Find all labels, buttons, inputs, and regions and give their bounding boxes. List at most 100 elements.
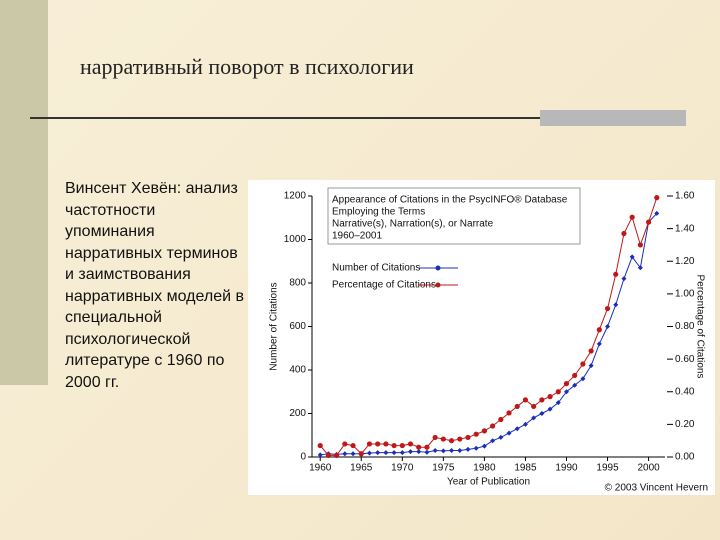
point [637,265,643,271]
credit: © 2003 Vincent Hevern [605,483,708,494]
point [514,403,520,410]
point [539,397,545,403]
point [399,450,405,456]
point [588,348,594,354]
side-bar [0,0,48,385]
legend-marker [435,265,441,271]
point [645,219,652,225]
point [522,397,529,403]
point [457,436,463,442]
point [440,436,446,442]
legend-label: Number of Citations [332,263,420,274]
y-tick-label: 800 [289,278,306,289]
point [424,449,430,455]
point [375,450,381,456]
point [465,446,471,452]
point [539,411,545,416]
y2-tick-label: 0.40 [675,386,695,397]
accent-block [540,110,686,126]
y2-tick-label: 0.60 [675,354,695,365]
legend-marker [435,282,441,288]
y2-axis-label: Percentage of Citations [694,275,705,379]
point [506,430,512,436]
point [366,450,372,456]
point [432,434,438,441]
point [342,451,348,457]
point [383,450,389,456]
x-tick-label: 1990 [555,463,578,474]
point [580,376,586,382]
point [424,444,430,450]
point [555,389,561,395]
point [416,449,422,455]
point [654,195,660,201]
chart-title: Appearance of Citations in the PsycINFO®… [332,195,568,206]
chart-title: 1960–2001 [332,231,382,242]
point [391,450,397,456]
y-tick-label: 1000 [284,234,307,245]
point [391,442,397,449]
point [596,327,602,333]
x-tick-label: 1965 [350,463,373,474]
x-tick-label: 1975 [432,463,455,474]
point [350,451,356,457]
point [408,449,414,455]
point [490,438,496,444]
point [473,445,479,451]
point [375,441,381,447]
y-tick-label: 0 [300,452,306,463]
title-box [327,187,581,245]
point [481,428,487,434]
point [522,421,528,427]
point [514,426,520,432]
y-tick-label: 1200 [284,191,307,202]
point [621,230,627,237]
y2-tick-label: 1.60 [675,191,695,202]
point [613,302,619,308]
y2-tick-label: 1.40 [675,223,695,234]
point [531,415,537,421]
chart: 0 200 400 600 800 1000 1200 0.00 0.20 0.40 0.60 0.8… [248,180,715,495]
slide-text: Винсент Хевён: анализ частотности упомин… [65,180,244,391]
point [383,441,389,447]
y2-tick-label: 0.20 [675,419,695,430]
point [317,452,323,458]
point [563,389,569,395]
point [407,441,414,447]
point [621,276,627,282]
x-tick-label: 1970 [391,463,414,474]
point [588,363,594,369]
point [547,406,553,412]
point [366,441,373,447]
point [629,254,635,260]
point [572,382,578,388]
point [498,434,504,440]
x-tick-label: 2000 [637,463,660,474]
point [416,444,422,450]
chart-title: Narrative(s), Narration(s), or Narrate [332,219,494,230]
y2-tick-label: 0.80 [675,321,695,332]
point [457,447,463,453]
point [637,242,643,248]
y2-tick-label: 1.00 [675,289,695,300]
point [342,441,348,447]
point [629,214,635,220]
slide-title: нарративный поворот в психологии [80,54,414,79]
point [449,447,455,453]
point [613,271,619,277]
x-tick-label: 1985 [514,463,537,474]
x-tick-label: 1995 [596,463,619,474]
x-axis-label: Year of Publication [447,477,530,488]
point [596,341,602,347]
y-axis-label: Number of Citations [269,282,280,370]
point [325,452,332,458]
point [358,451,364,457]
point [580,361,586,367]
point [547,394,553,400]
legend-label: Percentage of Citations [332,280,436,291]
y-tick-label: 600 [289,321,306,332]
point [555,400,561,406]
point [465,434,471,441]
y2-tick-label: 1.20 [675,256,695,267]
